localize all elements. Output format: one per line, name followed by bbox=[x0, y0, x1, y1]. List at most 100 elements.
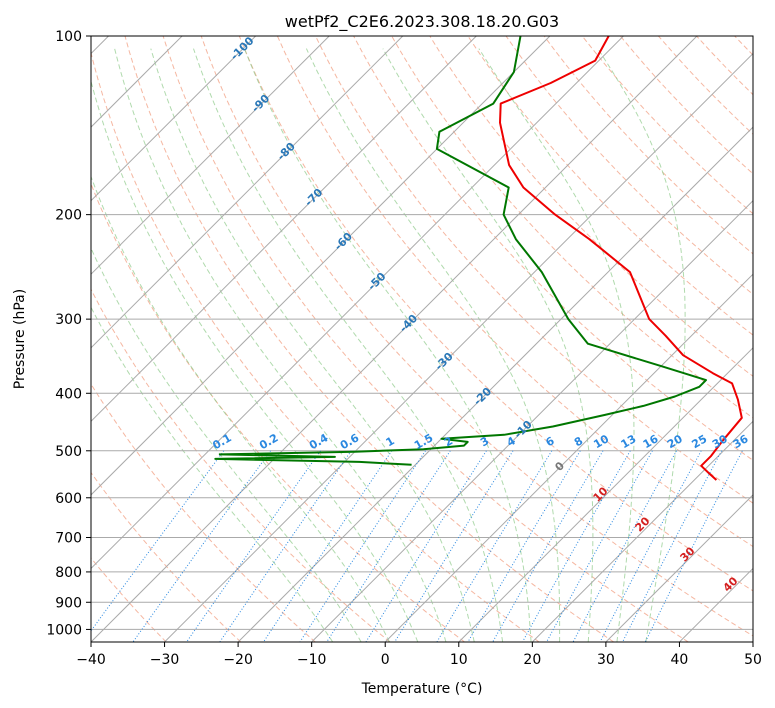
mixing-ratio-label: 6 bbox=[543, 434, 556, 449]
isotherm-line bbox=[91, 36, 551, 496]
mixing-ratio-line bbox=[263, 450, 393, 642]
y-tick-label: 200 bbox=[55, 208, 82, 224]
dry-adiabat-line bbox=[353, 36, 753, 461]
isotherm-line bbox=[91, 36, 624, 570]
mixing-ratio-line bbox=[572, 450, 678, 642]
isotherm-line bbox=[91, 36, 257, 202]
contour-labels: 0.1 0.2 0.4 0.6 1 1.5 2 3 4 6 8 10 13 16 20 25 30 36-100-… bbox=[210, 34, 750, 595]
mixing-ratio-label: 0.1 bbox=[210, 431, 233, 452]
axis-ticks: −40 −30 −20 −10 0 10 20 30 40 5010009008007006005… bbox=[46, 29, 762, 668]
plot-frame bbox=[90, 35, 754, 643]
mixing-ratio-label: 36 bbox=[731, 432, 751, 451]
isotherm-label: -100 bbox=[228, 34, 257, 63]
mixing-ratio-label: 0.2 bbox=[257, 431, 280, 452]
wetbulb-label: 20 bbox=[633, 514, 653, 534]
y-tick-label: 900 bbox=[55, 595, 82, 611]
moist-adiabat-line bbox=[91, 79, 419, 642]
dry-adiabat-line bbox=[162, 36, 689, 642]
dry-adiabat-line bbox=[619, 36, 753, 175]
data-series bbox=[214, 36, 743, 481]
moist-adiabat-line bbox=[193, 48, 504, 642]
isotherm-label: 0 bbox=[552, 459, 567, 474]
isotherm-line bbox=[91, 36, 330, 275]
dry-adiabat-line bbox=[124, 36, 614, 642]
x-axis-label: Temperature (°C) bbox=[361, 681, 483, 697]
mixing-ratio-line bbox=[91, 450, 225, 632]
dry-adiabat-line bbox=[658, 36, 753, 135]
dry-adiabat-line bbox=[91, 51, 540, 642]
mixing-ratio-line bbox=[599, 450, 702, 642]
dry-adiabat-line bbox=[505, 36, 753, 295]
dewpoint-line bbox=[214, 36, 707, 466]
dry-adiabat-line bbox=[391, 36, 753, 419]
mixing-ratio-line bbox=[365, 450, 487, 642]
y-axis-label: Pressure (hPa) bbox=[12, 289, 28, 389]
mixing-ratio-label: 0.4 bbox=[307, 431, 331, 452]
dry-adiabat-line bbox=[467, 36, 753, 336]
mixing-ratio-label: 10 bbox=[591, 432, 611, 451]
isotherm-label: -50 bbox=[365, 270, 388, 293]
mixing-ratio-line bbox=[522, 450, 631, 642]
y-tick-label: 800 bbox=[55, 565, 82, 581]
mixing-ratio-label: 1 bbox=[384, 434, 397, 449]
isotherm-line bbox=[91, 36, 477, 423]
y-tick-label: 100 bbox=[55, 29, 82, 45]
dry-adiabat-line bbox=[91, 383, 316, 642]
mixing-ratio-line bbox=[326, 450, 451, 642]
moist-adiabat-line bbox=[305, 48, 561, 642]
mixing-ratio-line bbox=[467, 450, 581, 642]
isotherm-line bbox=[164, 52, 753, 642]
dry-adiabat-line bbox=[238, 36, 753, 592]
moist-adiabat-line bbox=[597, 48, 686, 642]
dry-adiabat-line bbox=[200, 36, 753, 637]
isotherm-line bbox=[311, 199, 753, 642]
y-tick-label: 600 bbox=[55, 491, 82, 507]
y-tick-label: 1000 bbox=[46, 622, 82, 638]
isotherm-label: -70 bbox=[302, 186, 325, 209]
isotherm-line bbox=[384, 273, 753, 642]
isotherm-line bbox=[605, 494, 753, 642]
y-tick-label: 300 bbox=[55, 312, 82, 328]
dry-adiabat-line bbox=[734, 36, 753, 56]
temperature-line bbox=[499, 36, 743, 481]
x-tick-label: 30 bbox=[597, 652, 615, 668]
x-tick-label: −40 bbox=[76, 652, 106, 668]
dry-adiabat-line bbox=[91, 471, 242, 642]
isotherm-line bbox=[531, 420, 753, 642]
dry-adiabat-line bbox=[91, 288, 391, 642]
background-grid bbox=[91, 36, 753, 642]
x-tick-label: 0 bbox=[381, 652, 390, 668]
mixing-ratio-line bbox=[219, 450, 352, 642]
mixing-ratio-label: 8 bbox=[572, 434, 585, 449]
moist-adiabat-line bbox=[91, 175, 390, 642]
isotherm-label: -80 bbox=[275, 140, 298, 163]
x-tick-label: 50 bbox=[744, 652, 762, 668]
x-tick-label: −30 bbox=[150, 652, 180, 668]
mixing-ratio-line bbox=[436, 450, 553, 642]
mixing-ratio-label: 13 bbox=[619, 432, 639, 451]
chart-title: wetPf2_C2E6.2023.308.18.20.G03 bbox=[285, 12, 559, 32]
isotherm-line bbox=[458, 347, 753, 642]
wetbulb-label: 30 bbox=[678, 544, 698, 564]
dry-adiabat-line bbox=[429, 36, 753, 377]
moist-adiabat-line bbox=[91, 306, 334, 642]
isotherm-label: -10 bbox=[512, 418, 535, 441]
x-tick-label: 20 bbox=[523, 652, 541, 668]
isotherm-label: -20 bbox=[471, 385, 494, 408]
moist-adiabat-line bbox=[150, 48, 475, 642]
dry-adiabat-line bbox=[276, 36, 753, 548]
moist-adiabat-line bbox=[382, 48, 594, 642]
isotherm-line bbox=[91, 36, 404, 349]
mixing-ratio-line bbox=[622, 450, 723, 642]
wetbulb-label: 40 bbox=[721, 574, 741, 594]
dry-adiabat-line bbox=[581, 36, 753, 215]
moist-adiabat-line bbox=[91, 247, 362, 642]
y-tick-label: 500 bbox=[55, 444, 82, 460]
mixing-ratio-line bbox=[299, 450, 426, 642]
x-tick-label: −20 bbox=[223, 652, 253, 668]
moist-adiabat-line bbox=[243, 48, 532, 642]
mixing-ratio-line bbox=[186, 450, 321, 642]
isotherm-label: -60 bbox=[332, 230, 355, 253]
mixing-ratio-line bbox=[132, 450, 272, 642]
